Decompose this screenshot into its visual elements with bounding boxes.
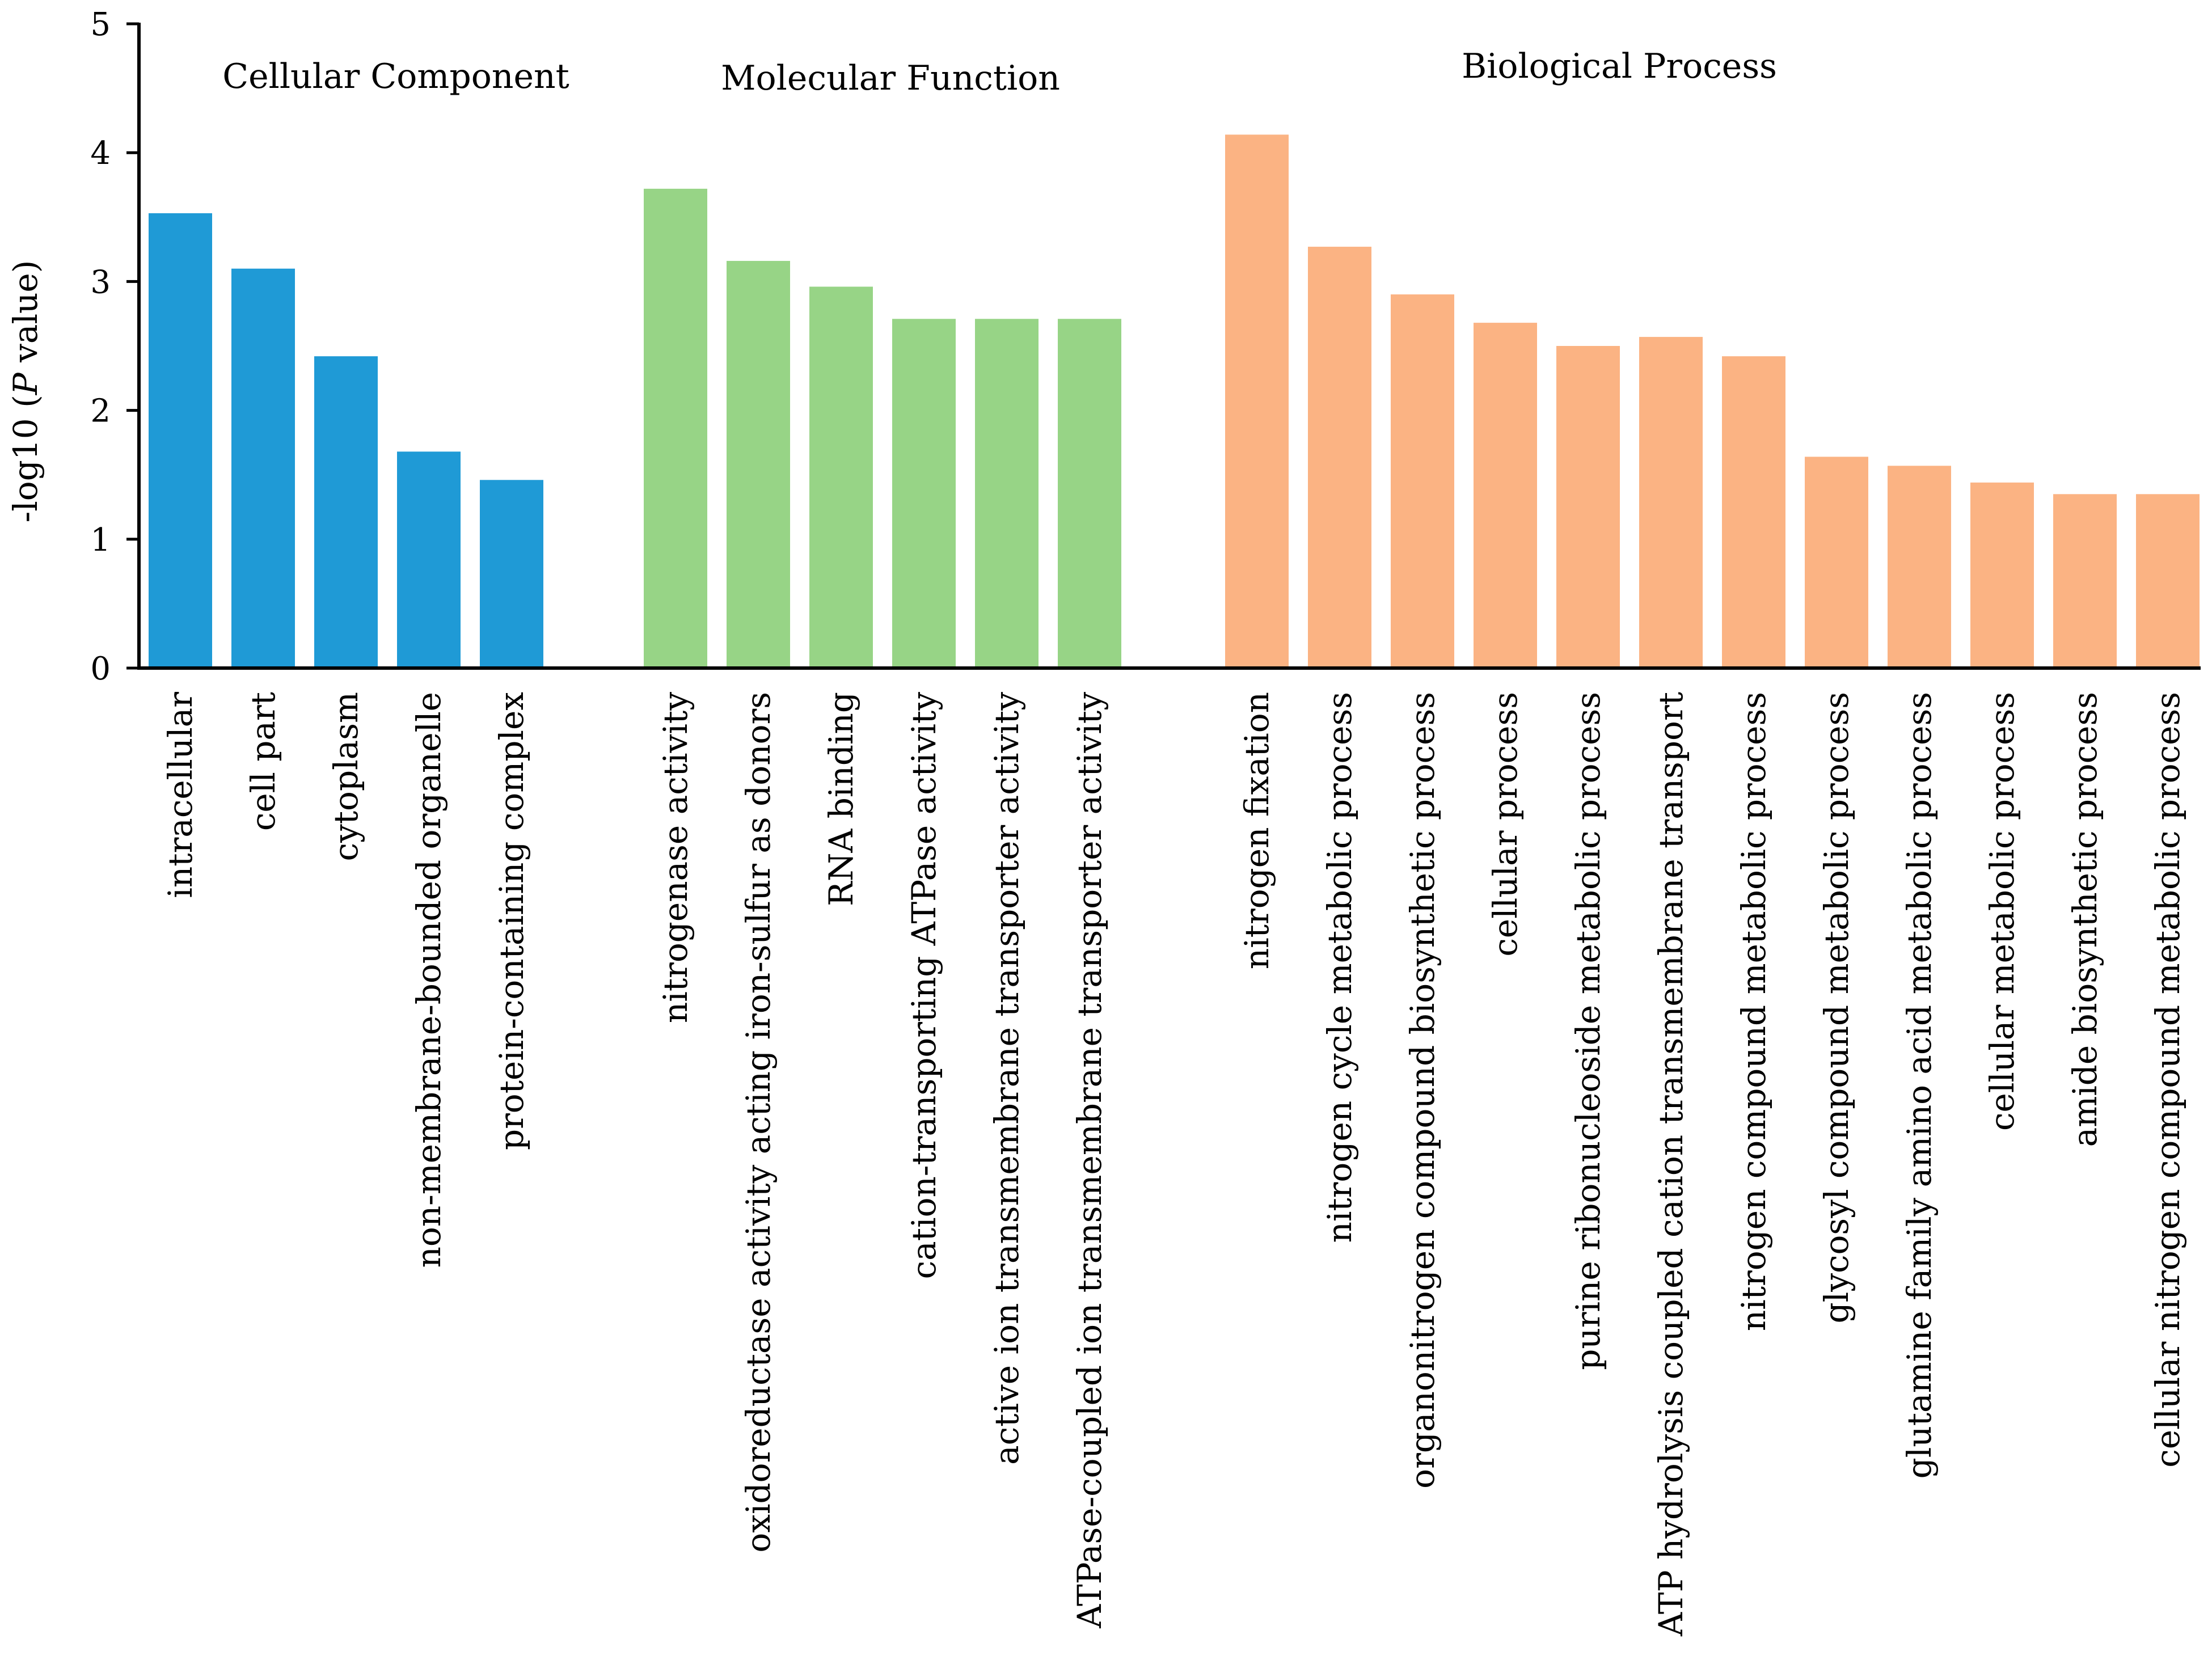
group-title-biological-process: Biological Process — [1462, 47, 1777, 86]
category-label: cellular process — [1486, 692, 1525, 957]
group-title-cellular-component: Cellular Component — [222, 57, 569, 96]
category-label: cellular metabolic process — [1983, 692, 2021, 1131]
category-label: ATP hydrolysis coupled cation transmembr… — [1652, 692, 1690, 1637]
category-label: cell part — [244, 692, 282, 831]
category-label: RNA binding — [822, 692, 860, 906]
bar-molecular-function-2 — [727, 261, 790, 669]
y-tick-label: 0 — [90, 650, 111, 687]
y-tick-label: 3 — [90, 264, 111, 301]
category-label: nitrogen compound metabolic process — [1734, 692, 1773, 1331]
category-label: oxidoreductase activity acting iron-sulf… — [739, 692, 778, 1553]
y-tick-label: 1 — [90, 522, 111, 559]
bar-biological-process-12 — [2136, 494, 2200, 668]
category-label: cation-transporting ATPase activity — [905, 692, 943, 1279]
category-label: non-membrane-bounded organelle — [410, 692, 448, 1268]
category-label: intracellular — [161, 692, 200, 898]
bar-cellular-component-4 — [397, 451, 461, 668]
category-label: nitrogen cycle metabolic process — [1320, 692, 1359, 1243]
bar-molecular-function-5 — [975, 319, 1039, 668]
y-tick-label: 5 — [90, 6, 111, 43]
bar-biological-process-1 — [1225, 134, 1289, 669]
category-label: glycosyl compound metabolic process — [1817, 692, 1856, 1323]
bar-biological-process-8 — [1805, 457, 1868, 668]
bar-biological-process-6 — [1639, 337, 1703, 668]
category-label: amide biosynthetic process — [2066, 692, 2104, 1147]
group-title-molecular-function: Molecular Function — [721, 58, 1060, 98]
bar-biological-process-4 — [1474, 323, 1537, 668]
category-label: purine ribonucleoside metabolic process — [1569, 692, 1607, 1370]
bar-biological-process-9 — [1888, 466, 1951, 668]
bar-cellular-component-2 — [231, 268, 295, 668]
bar-biological-process-10 — [1970, 482, 2034, 668]
bar-biological-process-5 — [1556, 346, 1620, 668]
bar-cellular-component-5 — [480, 480, 543, 668]
category-label: active ion transmembrane transporter act… — [987, 692, 1026, 1465]
bar-biological-process-3 — [1391, 294, 1454, 668]
bar-cellular-component-1 — [149, 213, 212, 668]
bar-biological-process-11 — [2053, 494, 2117, 668]
y-tick-label: 4 — [90, 135, 111, 172]
category-label: glutamine family amino acid metabolic pr… — [1900, 692, 1939, 1479]
bar-biological-process-7 — [1722, 356, 1785, 668]
category-label: cytoplasm — [327, 692, 365, 861]
bar-molecular-function-6 — [1058, 319, 1121, 668]
bar-cellular-component-3 — [314, 356, 378, 668]
bar-molecular-function-1 — [644, 188, 707, 668]
bar-molecular-function-4 — [892, 319, 956, 668]
category-label: nitrogen fixation — [1238, 692, 1276, 969]
category-label: nitrogenase activity — [656, 692, 695, 1023]
y-axis-title: -log10 (P value) — [6, 260, 45, 523]
category-label: cellular nitrogen compound metabolic pro… — [2148, 692, 2187, 1468]
category-label: organonitrogen compound biosynthetic pro… — [1403, 692, 1442, 1489]
category-label: protein-containing complex — [492, 692, 531, 1150]
bar-biological-process-2 — [1308, 247, 1371, 668]
bar-molecular-function-3 — [809, 286, 873, 668]
category-label: ATPase-coupled ion transmembrane transpo… — [1070, 692, 1109, 1629]
y-tick-label: 2 — [90, 393, 111, 430]
